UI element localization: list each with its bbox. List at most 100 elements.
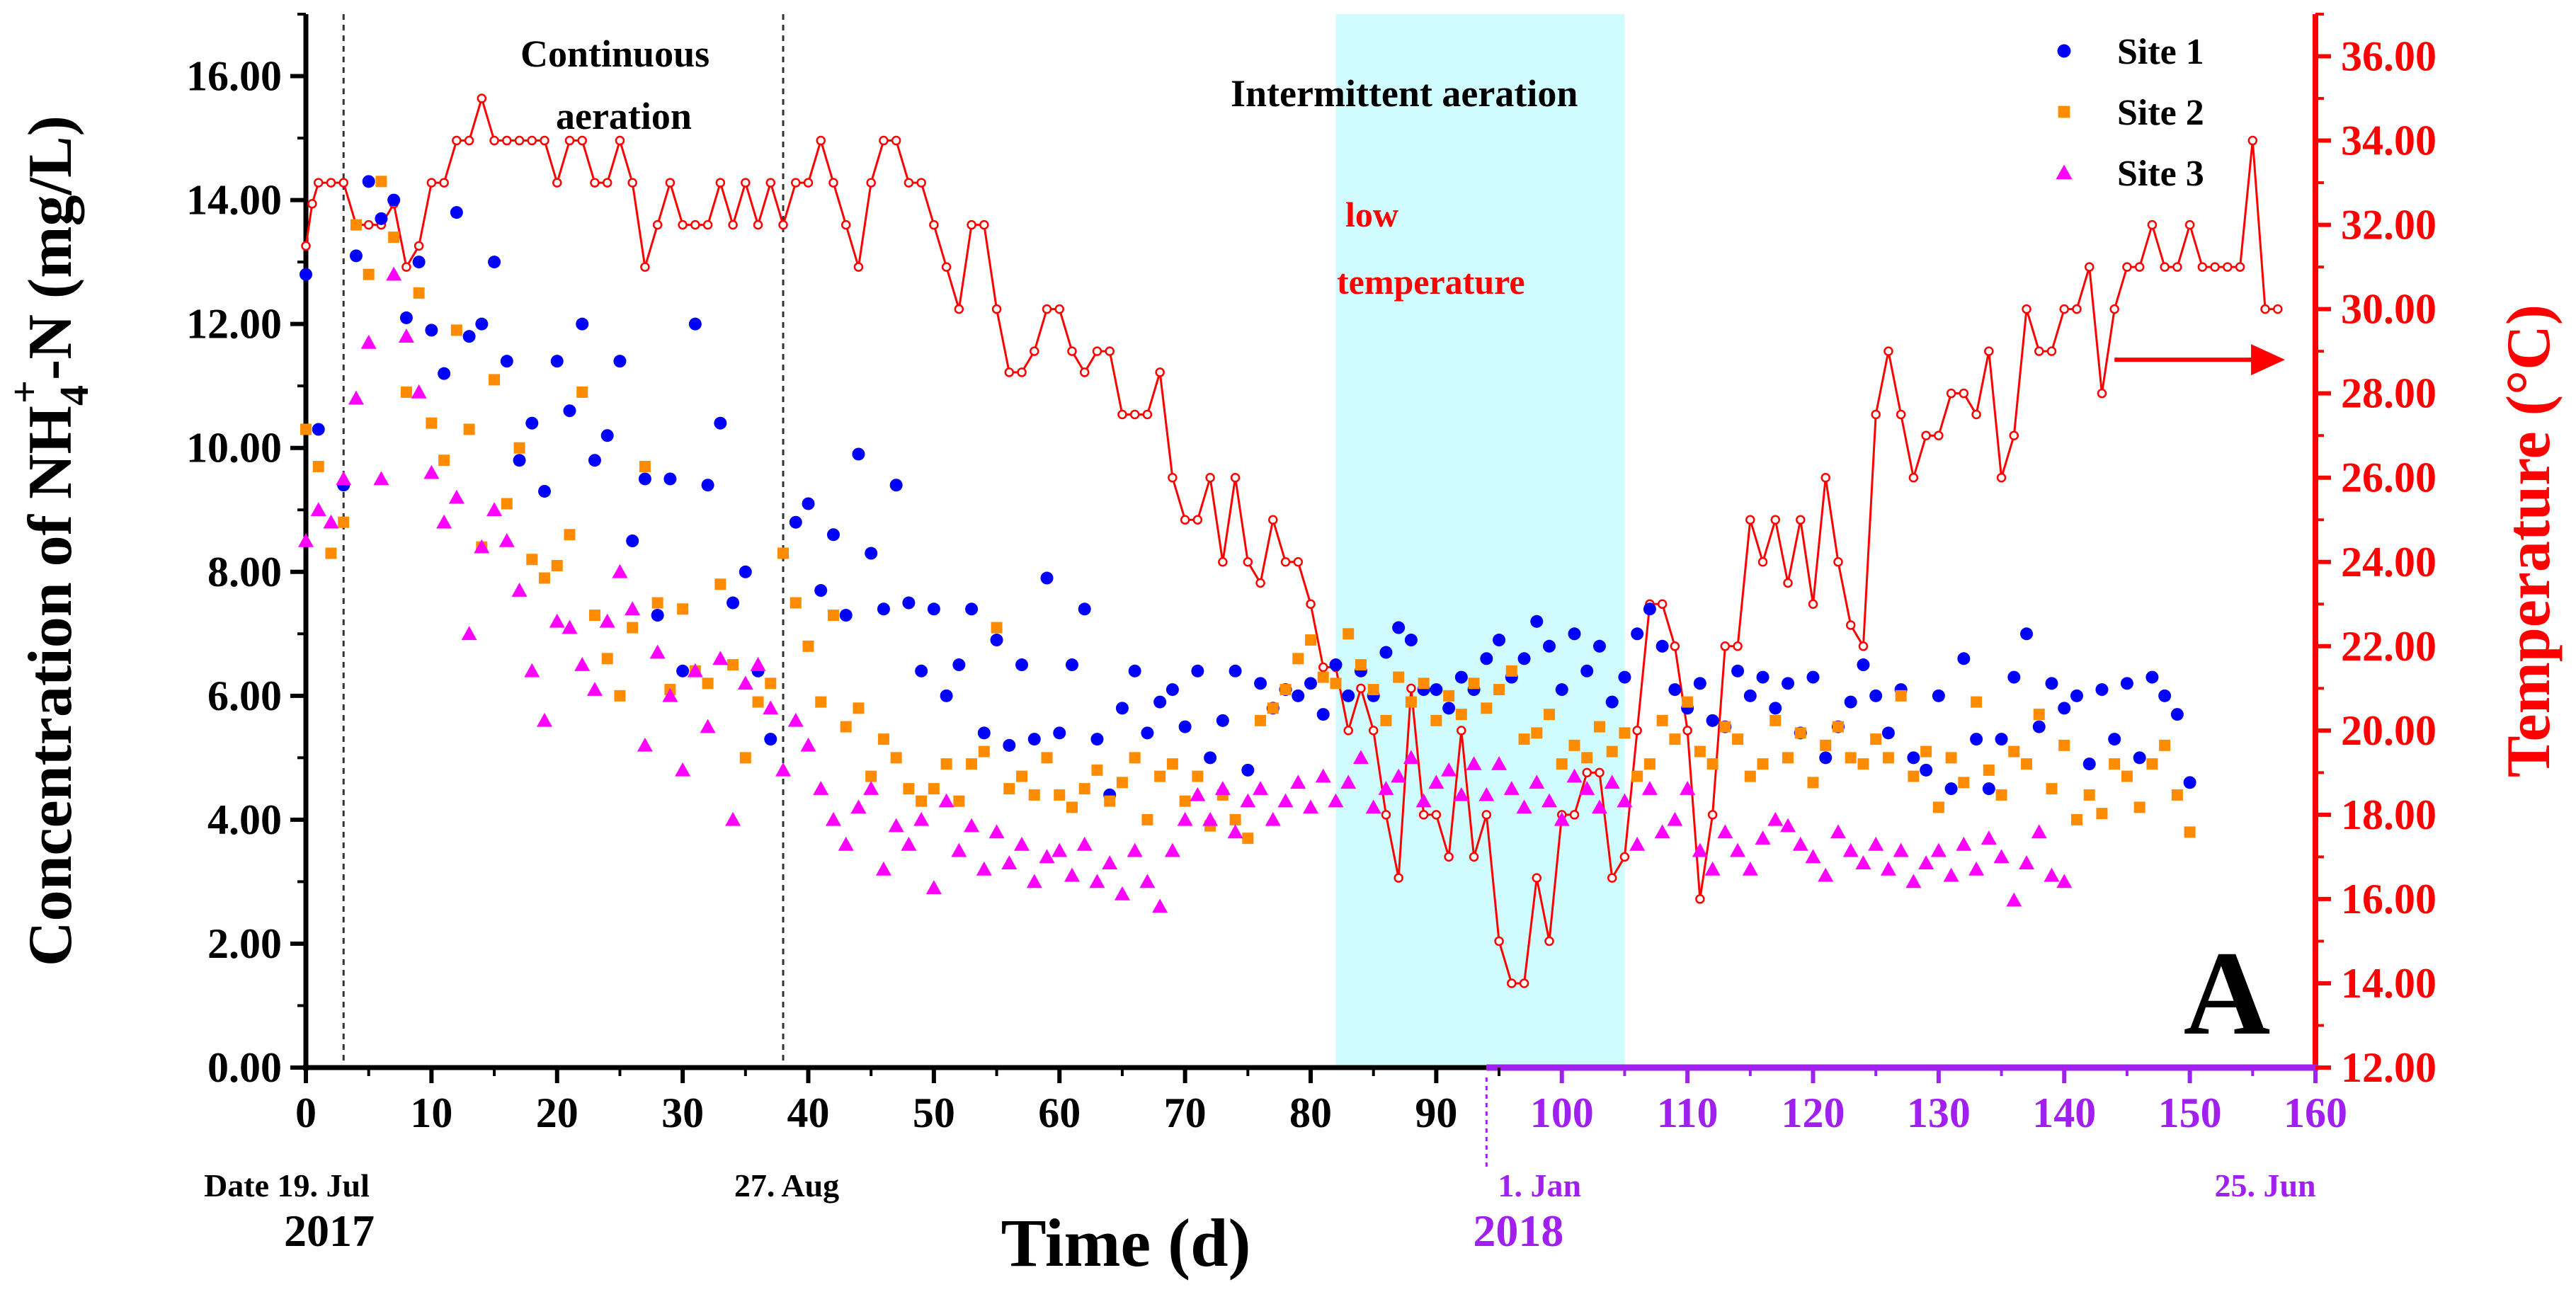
site-1-point	[1342, 689, 1355, 702]
site-2-point	[790, 597, 802, 609]
site-2-point	[727, 659, 739, 671]
left-y-title-main: Concentration of NH	[16, 406, 85, 966]
site-3-point	[1654, 824, 1670, 839]
left-y-title-superscript: +	[1, 380, 47, 404]
site-3-point	[1692, 842, 1708, 857]
site-2-point	[1255, 714, 1267, 726]
site-2-point	[752, 696, 764, 708]
site-3-point	[537, 712, 553, 727]
site-2-point	[928, 783, 940, 795]
site-3-point	[1102, 855, 1118, 869]
site-2-point	[1983, 764, 1995, 776]
site-3-point	[1441, 762, 1457, 777]
y-left-tick-label: 10.00	[186, 425, 282, 471]
site-2-point	[325, 547, 337, 559]
temperature-point	[590, 178, 600, 188]
temperature-markers	[301, 93, 2283, 988]
site-3-point	[637, 737, 653, 752]
temperature-point	[803, 178, 814, 188]
temperature-point	[1004, 367, 1015, 377]
site-2-point	[802, 640, 814, 652]
site-2-point	[1405, 696, 1417, 708]
temperature-point	[2022, 304, 2031, 314]
site-2-point	[1116, 777, 1128, 789]
site-1-point	[576, 317, 589, 331]
site-2-point	[1003, 783, 1015, 795]
low-temperature-label-1: low	[1345, 195, 1398, 234]
legend-marker-site-2	[2058, 105, 2070, 118]
x-tick-label: 110	[1657, 1090, 1719, 1136]
site-2-point	[815, 696, 827, 708]
site-1-point	[2045, 677, 2058, 690]
site-3-point	[1026, 874, 1042, 888]
site-1-point	[826, 528, 840, 542]
site-2-point	[1932, 801, 1944, 813]
site-2-point	[1041, 752, 1053, 764]
y-left-tick-label: 14.00	[186, 177, 282, 224]
site-3-point	[687, 663, 703, 678]
site-2-point	[438, 455, 450, 467]
site-1-point	[2120, 677, 2133, 690]
site-3-point	[1792, 836, 1808, 851]
site-3-point	[1277, 793, 1294, 808]
temperature-point	[778, 219, 788, 230]
site-3-point	[1730, 842, 1746, 857]
site-1-point	[500, 355, 513, 368]
site-1-point	[1920, 763, 1933, 777]
site-1-point	[1090, 733, 1104, 746]
site-3-point	[1617, 793, 1633, 808]
temperature-point	[1394, 873, 1403, 883]
y-left-tick-label: 0.00	[207, 1044, 282, 1091]
site-1-point	[488, 256, 501, 269]
site-3-point	[1315, 768, 1331, 783]
site-3-point	[1780, 818, 1796, 833]
site-1-point	[375, 212, 388, 225]
site-2-point	[1355, 659, 1367, 671]
site-1-point	[915, 664, 928, 678]
y-right-tick-label: 32.00	[2341, 202, 2437, 248]
site-3-point	[1114, 886, 1130, 901]
legend-marker-site-3	[2056, 164, 2073, 180]
site-3-point	[712, 651, 729, 665]
site-2-point	[588, 610, 600, 622]
site-3-point	[787, 712, 804, 727]
site-1-point	[1442, 702, 1456, 715]
site-1-point	[1756, 670, 1769, 684]
site-2-point	[1141, 813, 1153, 825]
site-3-point	[1039, 849, 1055, 864]
site-3-point	[1089, 874, 1105, 888]
site-3-point	[1704, 861, 1721, 876]
site-2-point	[2046, 783, 2058, 795]
site-3-point	[1240, 793, 1256, 808]
temperature-point	[1959, 388, 1969, 399]
y-right-tick-label: 22.00	[2341, 623, 2437, 670]
site-1-point	[990, 634, 1003, 647]
y-right-tick-label: 16.00	[2341, 876, 2437, 922]
temperature-point	[1142, 409, 1153, 420]
x-tick-label: 20	[536, 1090, 579, 1136]
site-2-point	[1581, 752, 1593, 764]
temperature-point	[728, 219, 738, 230]
temperature-point	[1105, 346, 1115, 356]
temperature-point	[477, 93, 487, 103]
site-3-point	[1918, 855, 1934, 869]
temperature-point	[853, 262, 864, 272]
site-3-point	[2019, 855, 2035, 869]
temperature-point	[1230, 472, 1241, 483]
site-1-point	[525, 416, 539, 430]
site-1-point	[462, 330, 476, 343]
temperature-point	[1243, 557, 1253, 567]
site-3-point	[675, 762, 691, 777]
site-1-point	[538, 484, 552, 498]
x-tick-label: 0	[295, 1090, 317, 1136]
site-2-point	[312, 460, 324, 472]
temperature-point	[1406, 683, 1416, 694]
site-2-point	[551, 560, 563, 572]
site-2-point	[966, 758, 978, 770]
site-2-point	[739, 752, 751, 764]
site-1-point	[714, 416, 727, 430]
site-2-point	[1078, 783, 1090, 795]
site-2-point	[2083, 789, 2095, 801]
site-2-point	[1631, 770, 1643, 782]
site-3-point	[1805, 849, 1821, 864]
